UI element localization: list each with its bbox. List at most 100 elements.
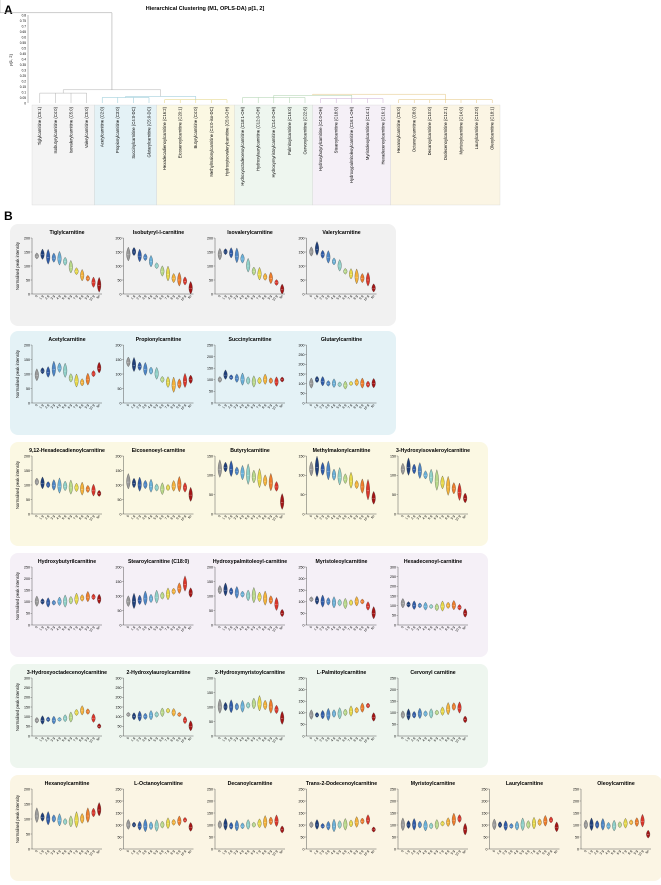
leaf-label: Hydroxyisovalerylcarnitine (C5:0-OH) [224, 106, 229, 176]
violin-mark [326, 597, 331, 606]
violin-mark [188, 720, 193, 732]
x-tick-label: 8 g [444, 849, 450, 855]
x-tick-label: 2 g [319, 514, 325, 520]
x-tick-label: 8 g [444, 514, 450, 520]
violin-mark [97, 593, 102, 604]
violin-mark [40, 367, 45, 375]
violin-mark [149, 593, 153, 603]
x-tick-label: 9 g [450, 736, 456, 742]
x-tick-label: 1 g [130, 736, 136, 742]
x-tick-label: fin [462, 625, 467, 630]
violin-mark [166, 265, 170, 282]
x-tick-label: 0 [217, 403, 221, 407]
violin-mark [337, 259, 342, 272]
violin-mark [91, 593, 96, 600]
y-tick-label: 200 [116, 343, 122, 347]
leaf-label: Octanoylcarnitine (C8:0) [412, 106, 417, 152]
x-tick-label: 1 g [587, 849, 593, 855]
x-tick-label: 10 g [363, 294, 370, 302]
x-tick-label: 3 g [324, 514, 330, 520]
x-tick-label: 4 g [238, 736, 244, 742]
y-tick-label: 0.8 [22, 13, 27, 17]
chart-title: L-Octanoylcarnitine [134, 781, 183, 787]
violin-mark [315, 376, 319, 383]
violin-mark [595, 820, 600, 829]
violin-mark [451, 482, 456, 495]
y-tick-label: 0.1 [22, 90, 27, 94]
leaf-label: Methylmalonylcarnitine (C4:0-iso-DC) [209, 106, 214, 176]
x-tick-label: 8 g [170, 294, 176, 300]
violin-mark [343, 598, 348, 609]
violin-mark [434, 819, 439, 830]
leaf-label: Butyrylcarnitine (C4:0) [193, 106, 198, 148]
violin-mark [423, 470, 428, 480]
y-tick-label: 150 [299, 700, 305, 704]
x-tick-label: 4 g [55, 625, 61, 631]
violin-mark [57, 717, 62, 722]
x-tick-label: 6 g [616, 849, 622, 855]
violin-mark [457, 482, 462, 501]
x-tick-label: 6 g [341, 625, 347, 631]
x-tick-label: fin [96, 403, 101, 408]
violin-mark [274, 814, 279, 827]
x-tick-label: 0 [34, 294, 38, 298]
violin-mark [51, 715, 56, 725]
x-tick-label: 6 g [250, 294, 256, 300]
y-tick-label: 250 [299, 565, 305, 569]
x-tick-label: 1 g [313, 294, 319, 300]
x-tick-label: 9 g [84, 294, 90, 300]
x-tick-label: 9 g [175, 294, 181, 300]
x-tick-label: 6 g [341, 849, 347, 855]
violin-mark [171, 376, 176, 393]
x-tick-label: 10 g [271, 294, 278, 302]
y-tick-label: 0 [120, 512, 122, 516]
x-tick-label: 3 g [233, 625, 239, 631]
x-tick-label: 9 g [450, 514, 456, 520]
x-tick-label: 6 g [341, 294, 347, 300]
violin-mark [171, 273, 176, 283]
violin-mark [149, 366, 153, 375]
x-tick-label: 0 [309, 403, 313, 407]
violin-mark [326, 821, 331, 831]
violin-mark [143, 253, 148, 261]
x-tick-label: 6 g [250, 849, 256, 855]
x-tick-label: 7 g [347, 403, 353, 409]
group-background [10, 553, 488, 657]
x-tick-label: 9 g [267, 625, 273, 631]
violin-mark [132, 592, 136, 609]
violin-mark [274, 704, 279, 714]
y-tick-label: 50 [392, 614, 396, 618]
y-tick-label: 100 [116, 823, 122, 827]
y-tick-label: 0 [303, 292, 305, 296]
x-tick-label: fin [279, 403, 284, 408]
violin-mark [234, 586, 239, 599]
x-tick-label: 5 g [427, 736, 433, 742]
x-tick-label: 2 g [593, 849, 599, 855]
x-tick-label: 9 g [358, 514, 364, 520]
x-tick-label: fin [370, 625, 375, 630]
violin-mark [171, 588, 176, 595]
y-tick-label: 50 [301, 612, 305, 616]
violin-mark [463, 492, 468, 504]
violin-mark [457, 604, 462, 611]
violin-mark [371, 826, 376, 833]
violin-mark [46, 249, 51, 265]
x-tick-label: 6 g [67, 625, 73, 631]
y-tick-label: 50 [118, 835, 122, 839]
x-tick-label: 2 g [319, 625, 325, 631]
violin-chart: 9,12-Hexadecadienoylcarnitine Normalised … [15, 448, 105, 522]
x-tick-label: 0 [217, 625, 221, 629]
y-tick-label: 100 [116, 372, 122, 376]
x-tick-label: 4 g [330, 736, 336, 742]
violin-mark [234, 702, 239, 711]
leaf-label: Hexadecadienoylcarnitine (C16:2) [162, 106, 167, 170]
violin-mark [188, 374, 193, 384]
x-tick-label: 9 g [450, 849, 456, 855]
chart-title: Succinylcarnitine [229, 337, 272, 343]
y-axis-label: Normalised peak intensity [15, 571, 20, 620]
violin-mark [46, 366, 51, 378]
cluster-box [31, 104, 95, 206]
y-tick-label: 0 [28, 512, 30, 516]
violin-mark [423, 710, 428, 717]
